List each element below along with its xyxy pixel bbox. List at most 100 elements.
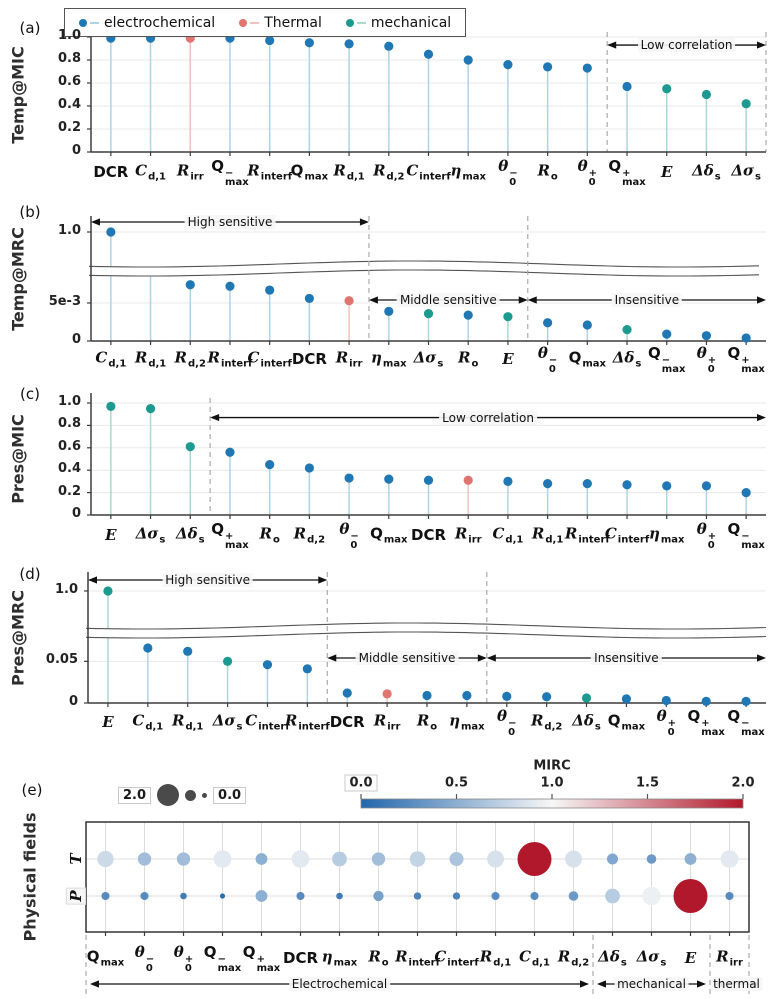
data-point-a-6 bbox=[344, 39, 354, 49]
data-point-b-11 bbox=[543, 318, 553, 328]
x-category-label-d-12: Δδs bbox=[572, 711, 601, 733]
data-point-d-4 bbox=[262, 660, 273, 670]
data-point-b-4 bbox=[265, 285, 275, 295]
x-category-label-a-11: Ro bbox=[537, 161, 558, 183]
annotation-b-text: Insensitive bbox=[611, 293, 683, 307]
y-tick-label-b-top: 1.0 bbox=[57, 223, 81, 238]
x-category-label-a-5: Qmax bbox=[290, 161, 329, 183]
x-category-label-a-6: Rd,1 bbox=[333, 161, 365, 183]
bubble-T-16 bbox=[720, 850, 739, 868]
x-category-label-c-0: E bbox=[105, 526, 117, 544]
bubble-P-16 bbox=[725, 891, 734, 901]
electrochemical-stem-icon bbox=[90, 21, 99, 24]
data-point-d-0 bbox=[103, 586, 113, 596]
x-category-label-d-16: Q − max bbox=[727, 707, 765, 738]
annotation-a-left-arrowhead bbox=[607, 41, 617, 49]
legend-item-mechanical: mechanical bbox=[345, 15, 451, 31]
panel-letter-(b): (b) bbox=[19, 203, 41, 221]
annotation-d-left-arrowhead bbox=[88, 576, 97, 584]
x-category-label-d-14: θ +0 bbox=[656, 707, 676, 738]
data-point-c-8 bbox=[423, 475, 434, 485]
y-tick-label-c-1.0: 1.0 bbox=[57, 394, 81, 409]
data-point-c-3 bbox=[225, 447, 235, 457]
bubble-T-8 bbox=[409, 851, 426, 867]
bubble-T-14 bbox=[646, 854, 657, 864]
annotation-c-text: Low correlation bbox=[439, 410, 537, 425]
x-category-label-c-7: Qmax bbox=[370, 524, 408, 546]
x-category-label-b-0: Cd,1 bbox=[95, 348, 127, 370]
y-tick-label-b-5e-3: 5e-3 bbox=[48, 293, 81, 309]
data-point-d-7 bbox=[382, 689, 392, 699]
size-legend-circle-0 bbox=[157, 784, 180, 806]
data-point-d-14 bbox=[661, 695, 671, 706]
x-category-label-e-1: θ −0 bbox=[134, 943, 155, 974]
bubble-P-12 bbox=[568, 891, 579, 901]
annotation-b-left-arrowhead bbox=[91, 218, 100, 226]
bubble-P-8 bbox=[413, 892, 422, 900]
y-axis-title-b: Temp@MRC bbox=[8, 226, 28, 331]
x-category-label-b-6: Rirr bbox=[335, 348, 363, 370]
x-category-label-d-8: Ro bbox=[416, 711, 438, 733]
x-category-label-c-14: ηmax bbox=[648, 524, 685, 546]
plot-border-e bbox=[85, 821, 750, 933]
x-category-label-b-14: Q − max bbox=[648, 344, 686, 375]
group-annotation-Electrochemical-text: Electrochemical bbox=[288, 977, 391, 991]
data-point-b-0 bbox=[106, 227, 116, 237]
data-point-d-8 bbox=[422, 690, 432, 701]
mechanical-dot-icon bbox=[345, 18, 354, 27]
data-point-a-11 bbox=[543, 62, 553, 72]
y-tick-label-a-0.4: 0.4 bbox=[57, 97, 81, 112]
annotation-a-right-arrowhead bbox=[757, 41, 766, 49]
y-axis-title-d: Pres@MRC bbox=[8, 589, 28, 686]
bubble-T-12 bbox=[565, 850, 582, 868]
thermal-stem-icon bbox=[250, 21, 260, 24]
x-category-label-e-0: Qmax bbox=[86, 947, 125, 969]
colorbar-tick-label-1.5: 1.5 bbox=[635, 775, 660, 791]
bubble-T-7 bbox=[371, 852, 386, 866]
data-point-c-6 bbox=[344, 473, 354, 483]
data-point-b-5 bbox=[304, 293, 314, 304]
bubble-T-15 bbox=[684, 853, 697, 865]
annotation-b-left-arrowhead bbox=[368, 296, 378, 304]
group-annotation-Electrochemical-left-arrowhead bbox=[90, 980, 99, 988]
row-label-P: P bbox=[66, 887, 86, 905]
bubble-P-5 bbox=[296, 891, 305, 901]
x-category-label-a-1: Cd,1 bbox=[135, 161, 166, 183]
x-category-label-b-12: Qmax bbox=[568, 348, 607, 370]
x-category-label-c-2: Δδs bbox=[175, 524, 205, 546]
panel-letter-(a): (a) bbox=[19, 19, 41, 37]
data-point-d-16 bbox=[741, 696, 751, 706]
data-point-b-13 bbox=[622, 324, 632, 335]
data-point-b-8 bbox=[423, 309, 434, 319]
annotation-d-text: Middle sensitive bbox=[355, 651, 459, 665]
annotation-c-right-arrowhead bbox=[757, 413, 766, 422]
x-category-label-a-3: Q − max bbox=[211, 157, 249, 188]
size-legend-min-label: 0.0 bbox=[213, 786, 247, 804]
data-point-c-10 bbox=[503, 476, 513, 486]
x-category-label-e-13: Δδs bbox=[598, 947, 627, 969]
annotation-b-text: High sensitive bbox=[184, 215, 276, 229]
annotation-c-left-arrowhead bbox=[210, 413, 220, 422]
x-category-label-e-2: θ +0 bbox=[173, 943, 194, 974]
x-category-label-e-7: Ro bbox=[368, 947, 389, 969]
x-category-label-e-5: DCR bbox=[282, 949, 319, 967]
x-category-label-d-2: Rd,1 bbox=[172, 711, 204, 733]
x-category-label-c-9: Rirr bbox=[454, 524, 482, 546]
data-point-c-1 bbox=[145, 404, 156, 414]
data-point-a-10 bbox=[503, 60, 513, 70]
thermal-dot-icon bbox=[239, 18, 248, 27]
data-point-a-7 bbox=[384, 41, 394, 51]
electrochemical-dot-icon bbox=[79, 18, 87, 27]
x-category-label-d-0: E bbox=[102, 713, 114, 731]
data-point-a-15 bbox=[701, 89, 712, 100]
x-category-label-c-4: Ro bbox=[259, 524, 280, 546]
axis-break-top-line-b bbox=[88, 260, 760, 268]
bubble-P-6 bbox=[336, 892, 343, 900]
data-point-b-12 bbox=[582, 320, 592, 330]
x-category-label-c-16: Q − max bbox=[727, 520, 765, 551]
bubble-size-legend: 2.0 0.0 bbox=[118, 782, 247, 808]
bubble-P-15 bbox=[673, 879, 708, 913]
x-category-label-d-7: Rirr bbox=[373, 711, 401, 733]
annotation-a-text: Low correlation bbox=[637, 38, 736, 53]
x-category-label-e-14: Δσs bbox=[636, 947, 667, 969]
